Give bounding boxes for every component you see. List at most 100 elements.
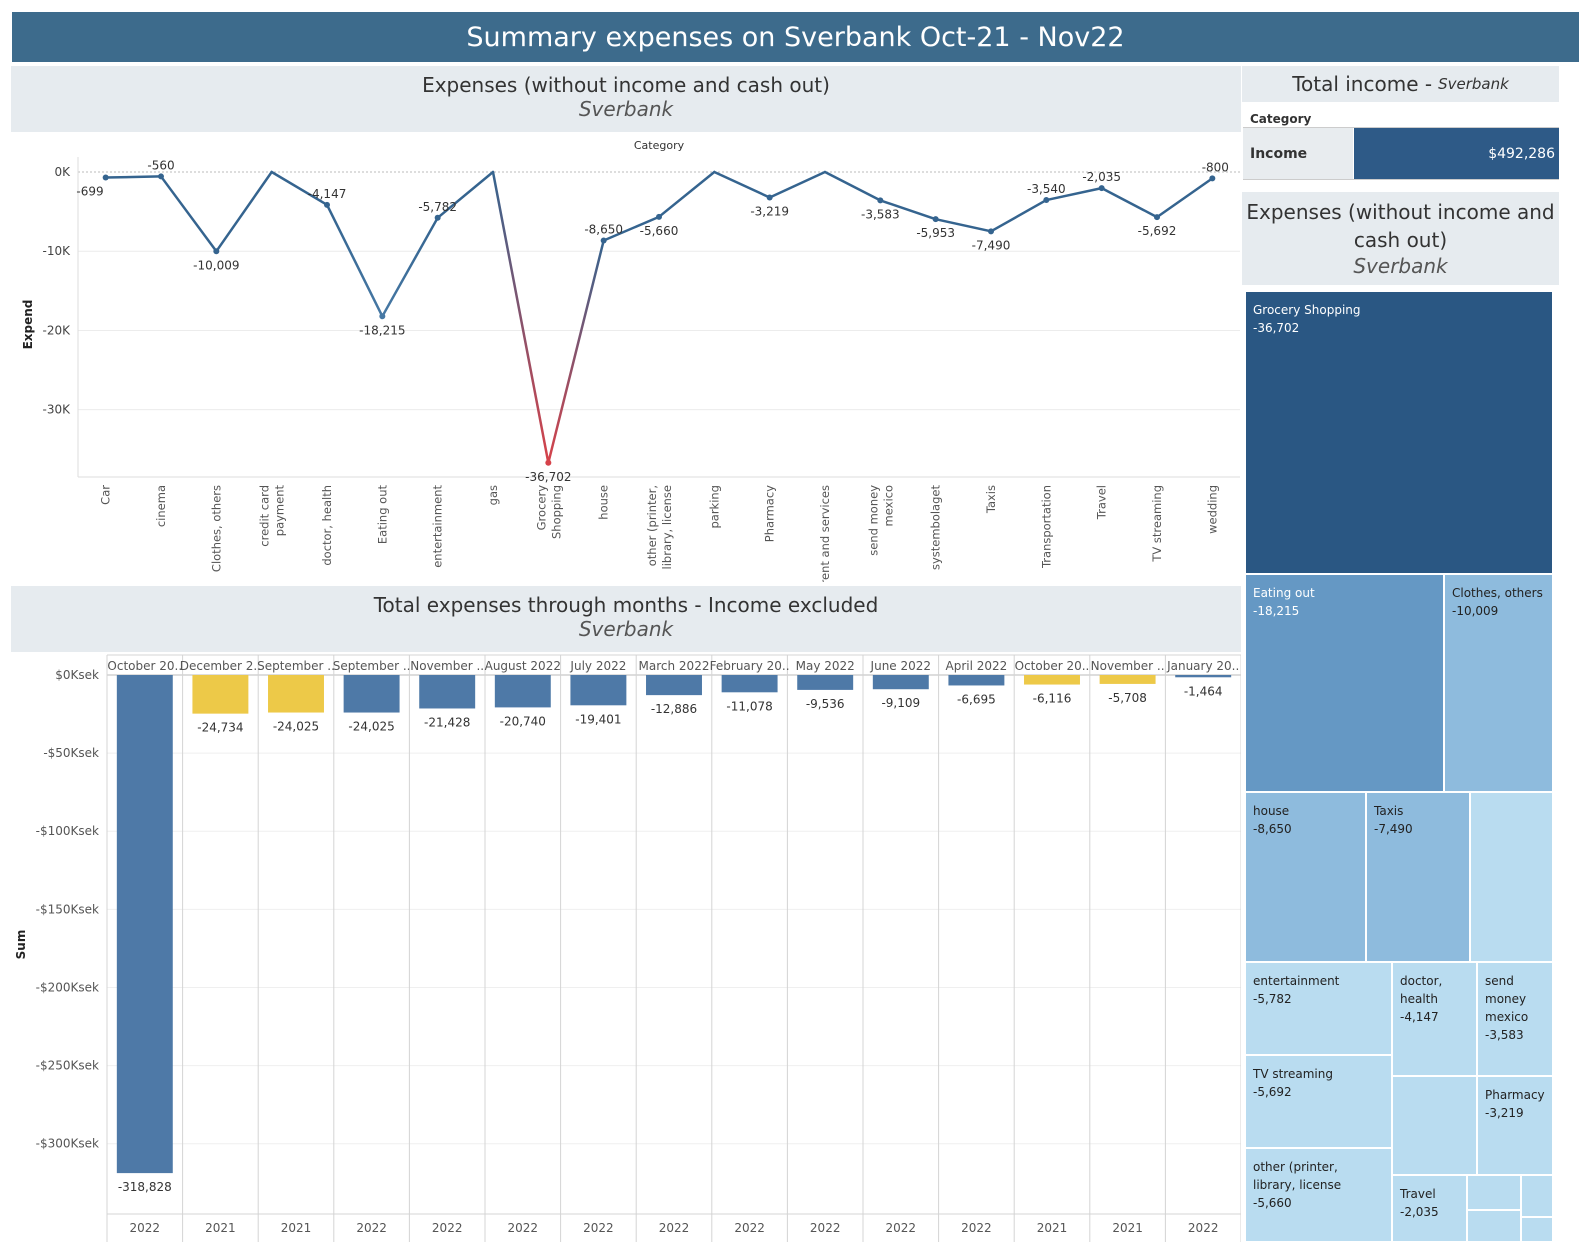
line-series-segment — [270, 170, 329, 207]
treemap-tile-label: house — [1253, 804, 1290, 818]
line-series-segment — [879, 199, 937, 221]
treemap-tile-value: -5,692 — [1253, 1085, 1292, 1099]
line-point — [1209, 175, 1216, 182]
line-data-label: -560 — [147, 158, 174, 172]
line-x-tick-label: Clothes, others — [209, 485, 223, 572]
bar-year-label: 2022 — [583, 1221, 614, 1235]
line-y-tick-label: 0K — [54, 165, 71, 179]
treemap-panel-subtitle: Sverbank — [1353, 254, 1448, 278]
line-x-tick-label: Shopping — [549, 485, 563, 539]
line-point — [545, 459, 552, 466]
treemap-tile-label: Pharmacy — [1485, 1088, 1545, 1102]
line-x-tick-label: parking — [707, 485, 721, 529]
line-data-label: -800 — [1202, 160, 1229, 174]
treemap-tile: Travel -2,035 — [1392, 1175, 1467, 1242]
bar-data-label: -24,734 — [197, 721, 243, 735]
treemap-tile-value: -18,215 — [1253, 604, 1300, 618]
treemap-tile: Eating out -18,215 — [1245, 574, 1444, 792]
line-series-segment — [989, 198, 1048, 233]
line-series-segment — [436, 170, 495, 220]
line-point — [766, 194, 773, 201]
bar-year-label: 2021 — [1037, 1221, 1068, 1235]
treemap-tile-label: entertainment — [1253, 974, 1340, 988]
bar — [419, 675, 476, 709]
line-series-segment — [325, 203, 384, 318]
income-row: Income $492,286 — [1243, 127, 1559, 180]
line-series-segment — [1155, 177, 1214, 219]
line-x-tick-label: Pharmacy — [763, 485, 777, 542]
line-data-label: -18,215 — [359, 323, 405, 337]
line-point — [324, 201, 330, 208]
bar — [192, 675, 249, 714]
bar — [116, 675, 173, 1174]
line-point — [1154, 214, 1160, 221]
line-data-label: -8,650 — [584, 223, 623, 237]
line-x-tick-label: Travel — [1095, 485, 1109, 520]
bar-panel-subtitle: Sverbank — [578, 617, 674, 641]
line-data-label: -3,540 — [1027, 182, 1066, 196]
bar-data-label: -24,025 — [348, 720, 394, 734]
line-y-tick-label: -20K — [43, 323, 72, 337]
treemap-tile — [1467, 1210, 1521, 1242]
line-x-tick-label: gas — [486, 485, 500, 505]
line-data-label: -5,660 — [640, 224, 679, 238]
line-x-tick-label: wedding — [1205, 485, 1219, 534]
line-data-label: -699 — [76, 185, 103, 199]
bar-column-header: November .. — [410, 659, 484, 673]
line-point — [600, 237, 607, 244]
treemap-tile-value: -4,147 — [1400, 1010, 1439, 1024]
treemap-tile-value: -3,583 — [1485, 1028, 1524, 1042]
bar-column-header: November .. — [1091, 659, 1165, 673]
treemap-tile-label: Grocery Shopping — [1253, 303, 1361, 317]
bar-column-header: December 2.. — [180, 659, 261, 673]
bar-column-header: October 20.. — [1015, 659, 1090, 673]
bar-column-header: May 2022 — [796, 659, 855, 673]
bar-y-tick-label: -$150Ksek — [36, 902, 99, 916]
line-y-tick-label: -10K — [43, 244, 72, 258]
line-panel-subtitle: Sverbank — [578, 97, 674, 121]
income-row-label: Income — [1243, 128, 1353, 179]
treemap-tile: entertainment -5,782 — [1245, 962, 1392, 1055]
treemap-tile-value: -7,490 — [1374, 822, 1413, 836]
line-data-label: -2,035 — [1082, 170, 1121, 184]
line-data-label: -36,702 — [525, 470, 571, 484]
line-point — [1098, 185, 1105, 192]
bar — [1024, 675, 1080, 685]
bar — [570, 675, 627, 706]
bar — [343, 675, 400, 713]
treemap-tile — [1521, 1217, 1553, 1242]
line-data-label: -4,147 — [308, 187, 347, 201]
line-panel-header: Expenses (without income and cash out) S… — [11, 66, 1241, 132]
line-data-label: -7,490 — [972, 238, 1011, 252]
line-series-segment — [823, 170, 882, 202]
treemap-tile-label: doctor, health — [1400, 974, 1443, 1006]
bar-year-label: 2021 — [1112, 1221, 1143, 1235]
bar-y-tick-label: -$50Ksek — [43, 746, 99, 760]
bar-data-label: -5,708 — [1108, 691, 1147, 705]
treemap-tile-value: -5,782 — [1253, 992, 1292, 1006]
bar — [268, 675, 324, 713]
bar-data-label: -6,695 — [957, 692, 996, 706]
treemap-tile-value: -5,660 — [1253, 1196, 1292, 1210]
bar — [494, 675, 551, 708]
treemap-tile-value: -8,650 — [1253, 822, 1292, 836]
treemap-panel-header: Expenses (without income and cash out) S… — [1242, 192, 1559, 285]
treemap-panel-title: Expenses (without income and cash out) — [1246, 200, 1555, 252]
bar-data-label: -19,401 — [575, 712, 621, 726]
line-x-tick-label: cinema — [154, 485, 168, 527]
line-point — [1043, 197, 1050, 204]
treemap-tile-label: send money mexico — [1485, 974, 1529, 1024]
bar-data-label: -6,116 — [1033, 692, 1072, 706]
line-data-label: -10,009 — [193, 258, 239, 272]
bar — [872, 675, 929, 690]
line-x-tick-label: mexico — [881, 485, 895, 526]
treemap-tile — [1470, 792, 1553, 962]
treemap-tile — [1467, 1175, 1521, 1210]
line-x-tick-label: systembolaget — [929, 485, 943, 571]
line-series-segment — [215, 170, 273, 253]
bar-year-label: 2022 — [508, 1221, 539, 1235]
treemap-tile-label: Travel — [1400, 1187, 1436, 1201]
bar-year-label: 2021 — [205, 1221, 236, 1235]
income-panel-title: Total income - Sverbank — [1242, 66, 1559, 102]
bar-column-header: June 2022 — [870, 659, 932, 673]
